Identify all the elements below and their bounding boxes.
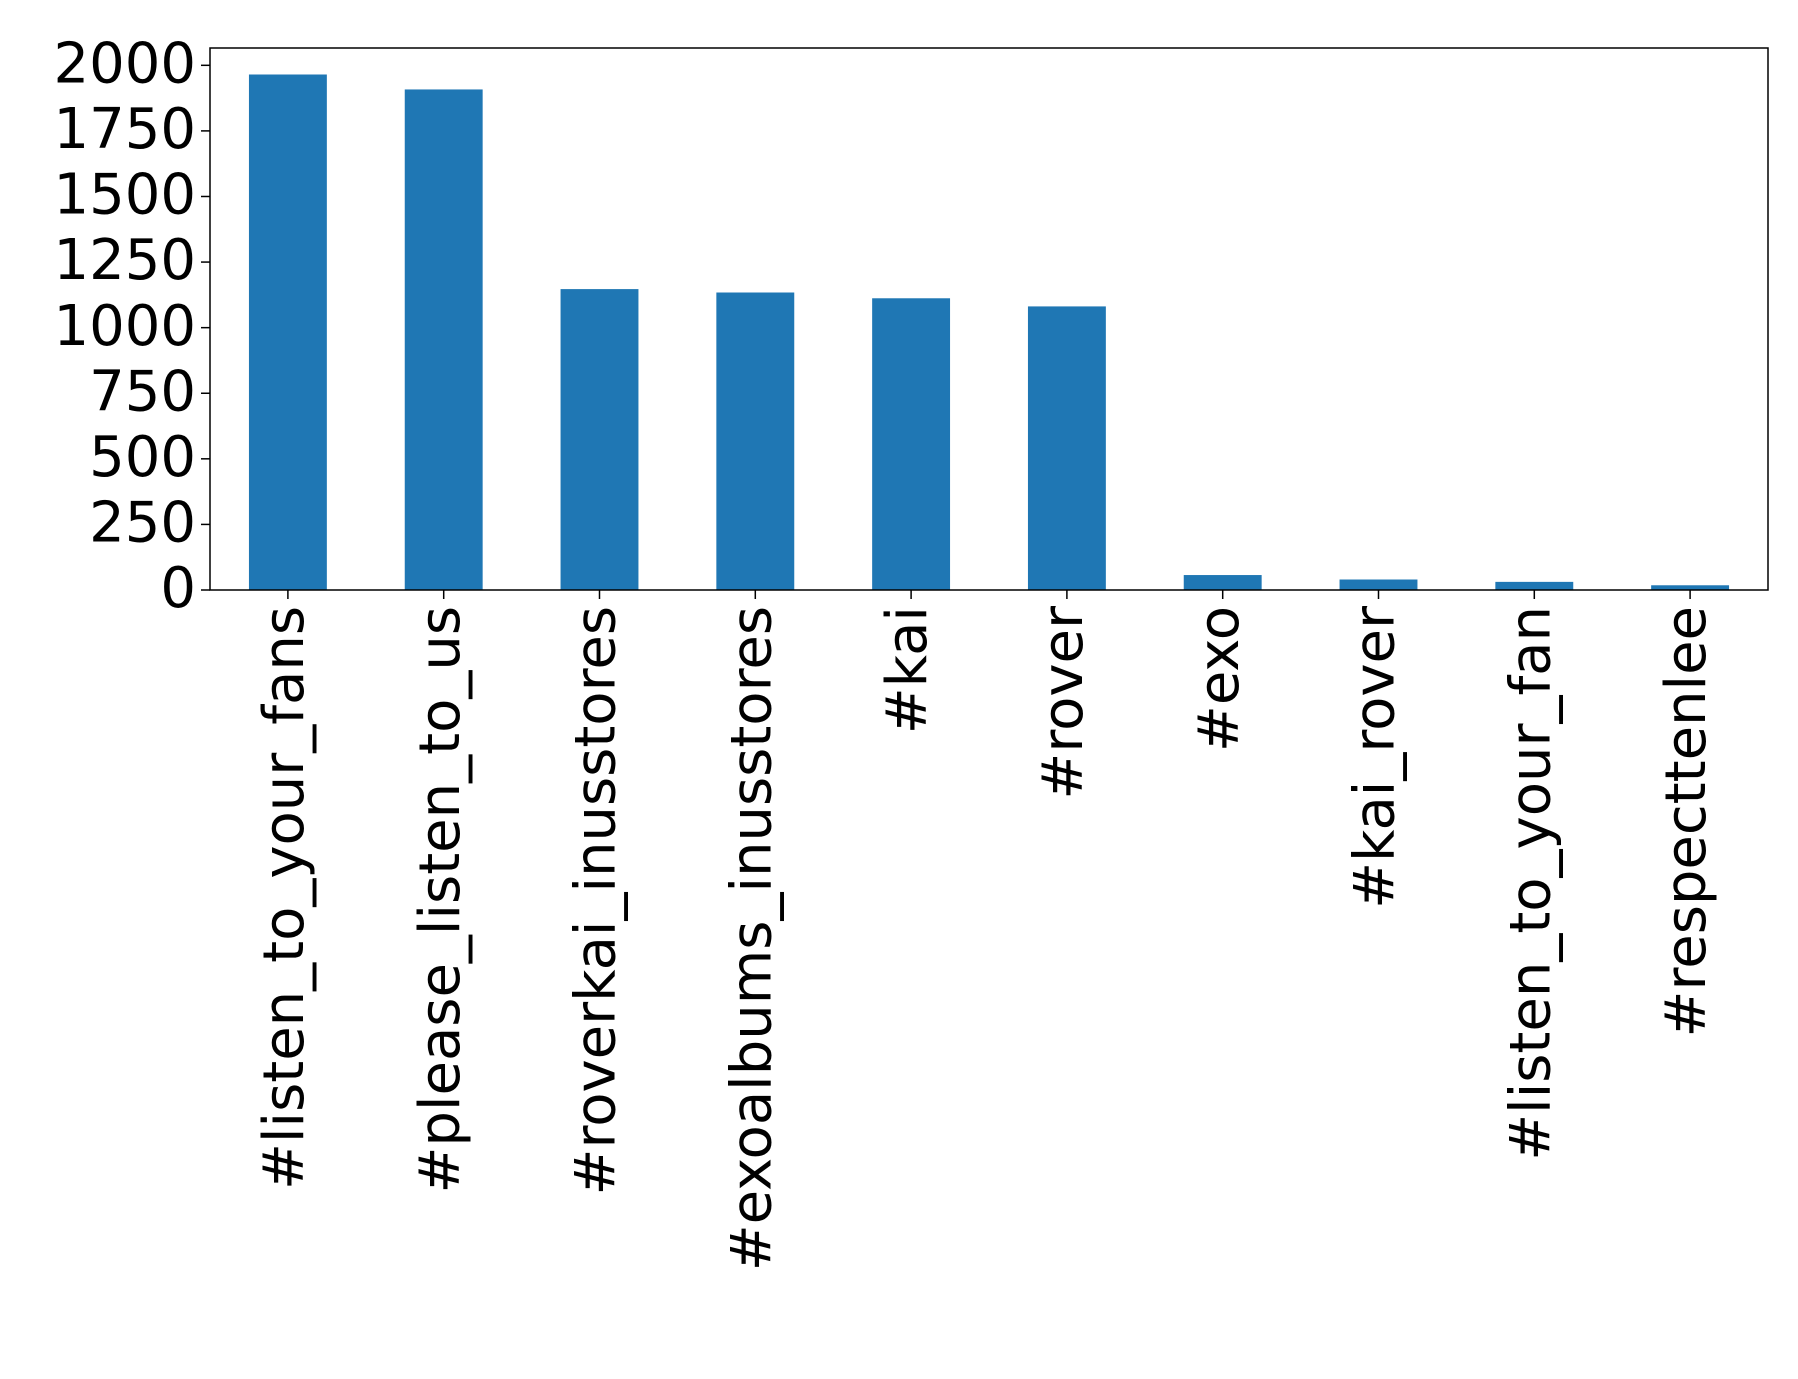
x-tick-label: #listen_to_your_fans	[252, 606, 317, 1190]
x-tick-label: #kai	[875, 606, 940, 734]
y-tick-label: 2000	[53, 31, 196, 96]
y-tick-label: 1750	[53, 97, 196, 162]
bar	[560, 289, 639, 590]
x-tick-label: #listen_to_your_fan	[1498, 606, 1563, 1161]
y-tick-label: 500	[89, 425, 196, 490]
x-tick-label: #roverkai_inusstores	[564, 606, 629, 1195]
y-tick-label: 1000	[53, 294, 196, 359]
bar	[1183, 575, 1262, 590]
x-tick-label: #kai_rover	[1343, 605, 1408, 909]
bar	[872, 298, 951, 590]
x-tick-label: #rover	[1031, 605, 1096, 800]
bar	[248, 74, 327, 591]
bar	[1027, 306, 1106, 590]
x-tick-label: #exoalbums_inusstores	[719, 606, 784, 1271]
x-tick-label: #exo	[1187, 606, 1252, 752]
y-tick-label: 1250	[53, 228, 196, 293]
bar	[1495, 581, 1574, 590]
y-tick-label: 750	[89, 359, 196, 424]
x-tick-label: #respecttenlee	[1654, 606, 1719, 1037]
y-tick-label: 250	[89, 491, 196, 556]
y-tick-label: 1500	[53, 163, 196, 228]
y-tick-label: 0	[160, 556, 196, 621]
bar	[404, 89, 483, 591]
bar	[716, 292, 795, 590]
bar	[1651, 585, 1730, 590]
bar	[1339, 579, 1418, 590]
x-tick-label: #please_listen_to_us	[408, 606, 473, 1194]
plot-frame	[209, 47, 1769, 591]
